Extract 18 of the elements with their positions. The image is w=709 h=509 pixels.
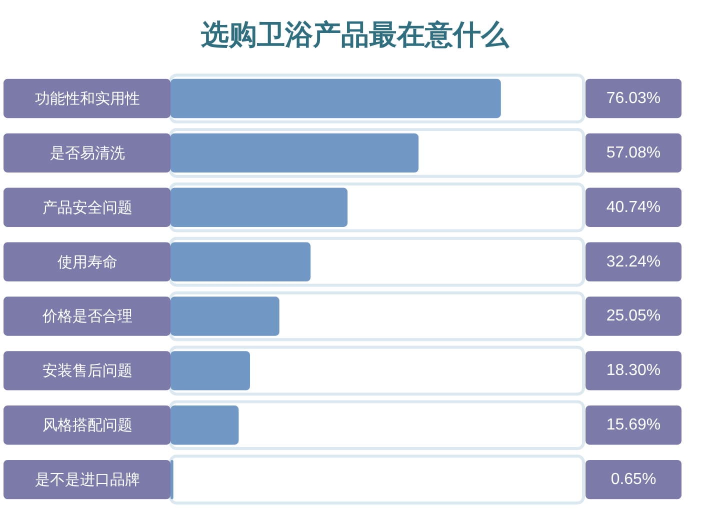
- y-tick-label: 价格是否合理: [42, 307, 132, 326]
- y-tick-label: 是不是进口品牌: [35, 470, 140, 489]
- data-label: 32.24%: [606, 253, 661, 270]
- bar: [170, 460, 174, 500]
- data-label: 18.30%: [606, 362, 661, 380]
- data-label: 76.03%: [606, 90, 661, 107]
- y-tick-label: 是否易清洗: [50, 144, 125, 162]
- data-label: 25.05%: [606, 308, 661, 325]
- data-label: 15.69%: [606, 416, 661, 434]
- y-tick-label: 风格搭配问题: [42, 416, 132, 434]
- y-tick-label: 安装售后问题: [42, 362, 132, 380]
- data-label: 57.08%: [606, 144, 661, 162]
- data-label: 40.74%: [606, 198, 661, 216]
- y-tick-label: 功能性和实用性: [35, 89, 140, 108]
- y-tick-label: 产品安全问题: [42, 198, 132, 216]
- y-tick-label: 使用寿命: [58, 252, 118, 271]
- data-label: 0.65%: [610, 471, 656, 488]
- chart-title: 选购卫浴产品最在意什么: [200, 18, 510, 51]
